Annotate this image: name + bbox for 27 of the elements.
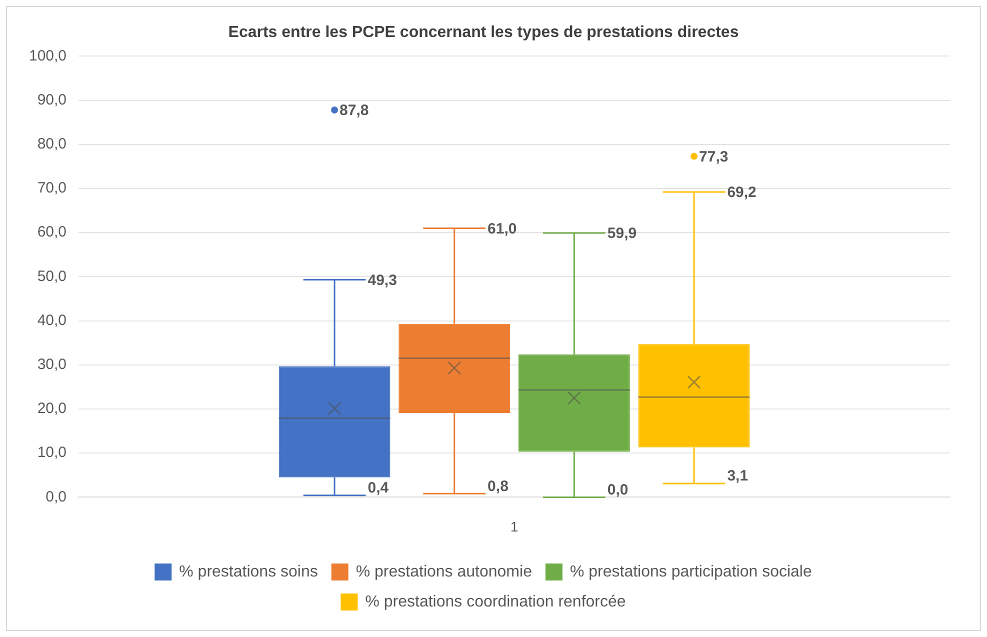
y-tick-label: 20,0 [37, 400, 67, 418]
annotation: 61,0 [488, 220, 517, 238]
annotation: 0,4 [368, 480, 390, 497]
legend-label: % prestations autonomie [356, 563, 532, 580]
annotation: 77,3 [699, 148, 728, 166]
annotation: 49,3 [368, 272, 397, 289]
chart-title: Ecarts entre les PCPE concernant les types de prestations directes [228, 24, 739, 42]
legend-label: % prestations coordination renforcée [365, 593, 626, 610]
x-tick-label: 1 [510, 518, 518, 534]
annotation: 0,8 [488, 478, 508, 495]
y-tick-label: 50,0 [37, 268, 67, 285]
annotation: 3,1 [727, 468, 748, 485]
legend-label: % prestations participation sociale [570, 563, 812, 580]
y-tick-label: 10,0 [37, 444, 67, 462]
y-tick-label: 70,0 [37, 180, 67, 197]
annotation: 69,2 [727, 184, 756, 202]
legend-label: % prestations soins [179, 563, 318, 580]
y-tick-label: 100,0 [28, 47, 67, 64]
y-tick-label: 0,0 [46, 488, 67, 506]
y-tick-label: 40,0 [37, 312, 67, 329]
annotation: 59,9 [607, 225, 637, 242]
y-tick-label: 80,0 [37, 136, 67, 153]
y-tick-label: 30,0 [37, 356, 67, 374]
y-tick-label: 90,0 [37, 91, 67, 108]
annotation: 0,0 [607, 481, 628, 498]
annotation: 87,8 [340, 102, 369, 120]
y-tick-label: 60,0 [37, 224, 67, 241]
